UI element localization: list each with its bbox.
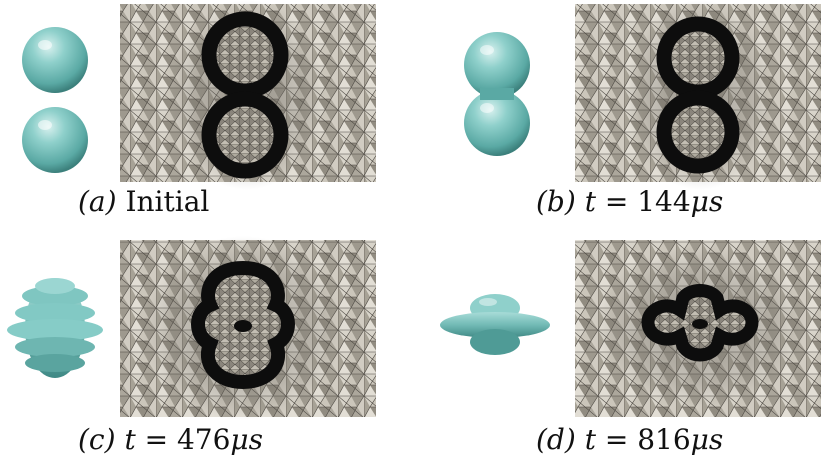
time-symbol: t =: [124, 423, 169, 456]
panel-a-droplets: [22, 27, 88, 173]
time-symbol: t =: [584, 185, 629, 218]
caption-c: (c) t = 476μs: [78, 424, 263, 456]
panel-c-mesh: [120, 236, 376, 420]
caption-d: (d) t = 816μs: [536, 424, 723, 456]
panel-b-mesh: [575, 0, 821, 190]
time-unit: μs: [690, 423, 724, 456]
droplet-sphere-bottom: [22, 107, 88, 173]
panel-label: (a): [78, 185, 117, 218]
panel-label: (b): [536, 185, 576, 218]
panel-label: (c): [78, 423, 116, 456]
time-unit: μs: [230, 423, 263, 456]
panel-c-droplet: [7, 278, 103, 378]
caption-text: Initial: [125, 185, 210, 218]
interface-ring-bottom: [656, 90, 740, 174]
caption-a: (a) Initial: [78, 186, 209, 218]
panel-label: (d): [536, 423, 576, 456]
panel-d-droplet: [440, 294, 550, 355]
droplet-sphere-top: [22, 27, 88, 93]
interface-ring-top: [201, 11, 289, 99]
time-value: 144: [637, 185, 691, 218]
caption-b: (b) t = 144μs: [536, 186, 723, 218]
time-value: 816: [637, 423, 691, 456]
panel-a-mesh: [120, 0, 376, 190]
time-symbol: t =: [584, 423, 629, 456]
panel-d-mesh: [575, 240, 821, 417]
interface-ring-bottom: [201, 91, 289, 179]
panel-b-droplets: [464, 32, 530, 156]
time-value: 476: [176, 423, 231, 456]
time-unit: μs: [690, 185, 724, 218]
